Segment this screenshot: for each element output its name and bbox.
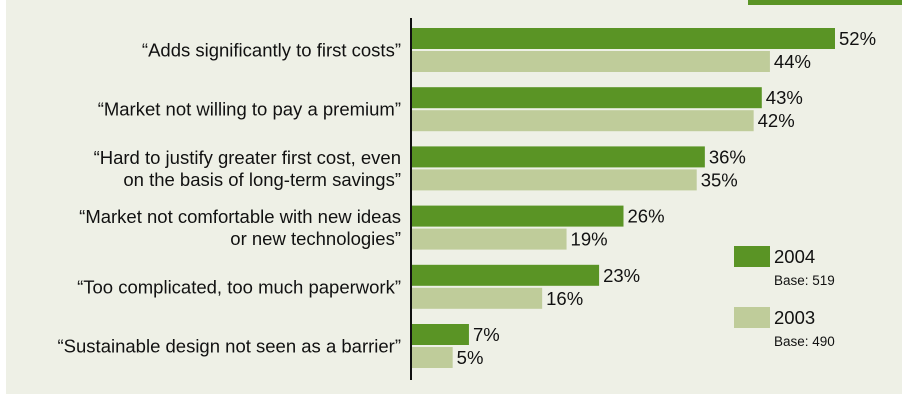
value-label-2004-6: 7% (473, 324, 500, 345)
category-label-3-line-1: “Hard to justify greater first cost, eve… (94, 147, 401, 168)
top-accent-bar (748, 0, 902, 5)
bar-2004-5 (412, 264, 600, 286)
bar-2003-3 (412, 169, 697, 191)
bar-2003-1 (412, 51, 770, 72)
legend: 2004 Base: 519 2003 Base: 490 (734, 246, 835, 349)
category-label-3-line-2: on the basis of long-term savings” (123, 169, 401, 190)
category-label-2: “Market not willing to pay a premium” (98, 99, 401, 120)
bar-2003-5 (412, 287, 543, 309)
value-label-2003-2: 42% (758, 110, 795, 131)
value-label-2003-5: 16% (546, 288, 583, 309)
bar-2004-1 (412, 28, 835, 49)
legend-swatch-2003 (734, 307, 770, 328)
value-label-2003-1: 44% (774, 51, 811, 72)
bar-2003-6 (412, 347, 453, 368)
value-label-2004-3: 36% (709, 146, 746, 167)
legend-label-2004: 2004 (774, 246, 815, 267)
legend-label-2003: 2003 (774, 307, 815, 328)
bar-2004-2 (412, 87, 762, 109)
value-label-2004-1: 52% (839, 28, 876, 49)
category-label-5: “Too complicated, too much paperwork” (77, 276, 401, 297)
legend-base-2003: Base: 490 (774, 334, 835, 349)
value-label-2004-4: 26% (628, 206, 665, 227)
bar-2004-3 (412, 146, 705, 168)
legend-swatch-2004 (734, 246, 770, 267)
category-label-4-line-2: or new technologies” (230, 228, 401, 249)
category-label-6: “Sustainable design not seen as a barrie… (58, 336, 401, 357)
bar-2004-4 (412, 205, 624, 227)
value-label-2004-2: 43% (766, 87, 803, 108)
labels-layer: 52% 44% “Adds significantly to first costs… (58, 28, 877, 368)
value-label-2003-6: 5% (457, 347, 484, 368)
value-label-2003-3: 35% (701, 169, 738, 190)
bars-layer (412, 28, 835, 368)
bar-2004-6 (412, 324, 469, 345)
bar-2003-4 (412, 228, 567, 250)
category-label-4-line-1: “Market not comfortable with new ideas (79, 206, 401, 227)
bar-2003-2 (412, 110, 754, 132)
category-label-1: “Adds significantly to first costs” (142, 40, 401, 61)
value-label-2004-5: 23% (603, 265, 640, 286)
value-label-2003-4: 19% (571, 229, 608, 250)
legend-base-2004: Base: 519 (774, 273, 835, 288)
